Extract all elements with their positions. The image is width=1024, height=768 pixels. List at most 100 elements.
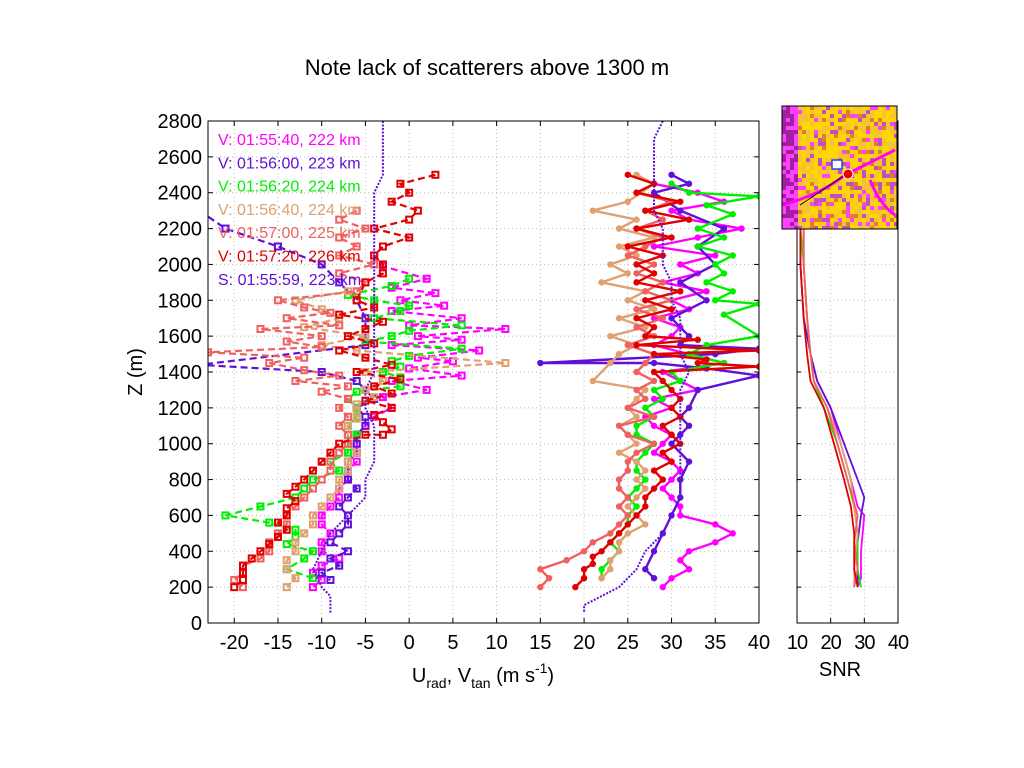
inset-pixel <box>830 226 834 229</box>
inset-pixel <box>842 162 846 166</box>
inset-pixel <box>802 222 806 226</box>
inset-pixel <box>858 106 862 110</box>
inset-pixel <box>874 170 878 174</box>
urad-marker <box>326 457 335 466</box>
inset-pixel <box>810 166 814 170</box>
inset-pixel <box>834 114 838 118</box>
inset-pixel <box>894 198 897 202</box>
inset-pixel <box>814 226 818 229</box>
inset-pixel <box>802 118 806 122</box>
inset-pixel <box>810 110 814 114</box>
vtan-marker <box>703 279 710 286</box>
inset-pixel <box>886 114 890 118</box>
inset-pixel <box>890 158 894 162</box>
inset-pixel <box>798 146 802 150</box>
urad-marker <box>326 502 335 511</box>
urad-marker <box>387 403 396 412</box>
inset-pixel <box>870 114 874 118</box>
inset-pixel <box>782 150 786 154</box>
inset-pixel <box>890 138 894 142</box>
inset-pixel <box>834 138 838 142</box>
inset-pixel <box>874 138 878 142</box>
inset-pixel <box>818 222 822 226</box>
inset-pixel <box>818 122 822 126</box>
urad-marker <box>247 554 256 563</box>
inset-pixel <box>854 170 858 174</box>
inset-pixel <box>858 126 862 130</box>
x-label-sup: -1 <box>535 660 548 676</box>
y-tick-label: 0 <box>191 613 202 635</box>
inset-pixel <box>866 130 870 134</box>
inset-pixel <box>894 110 897 114</box>
x-tick-label: 20 <box>573 632 595 654</box>
inset-pixel <box>794 122 798 126</box>
inset-pixel <box>826 118 830 122</box>
inset-pixel <box>834 118 838 122</box>
inset-pixel <box>870 130 874 134</box>
inset-pixel <box>802 182 806 186</box>
vtan-marker <box>537 359 544 367</box>
inset-pixel <box>790 198 794 202</box>
inset-pixel <box>858 142 862 146</box>
vtan-marker <box>650 350 658 358</box>
urad-marker <box>317 538 326 547</box>
inset-pixel <box>834 182 838 186</box>
urad-marker <box>370 296 379 305</box>
urad-marker <box>378 418 387 427</box>
inset-pixel <box>838 186 842 190</box>
inset-pixel <box>790 142 794 146</box>
vtan-marker <box>615 315 623 322</box>
inset-pixel <box>798 130 802 134</box>
urad-marker <box>352 206 361 215</box>
inset-pixel <box>822 110 826 114</box>
inset-pixel <box>798 178 802 182</box>
vtan-marker <box>633 494 640 501</box>
inset-pixel <box>794 138 798 142</box>
inset-pixel <box>854 182 858 186</box>
urad-marker <box>352 376 361 385</box>
inset-pixel <box>802 162 806 166</box>
inset-pixel <box>782 106 786 110</box>
inset-pixel <box>854 126 858 130</box>
inset-pixel <box>834 154 838 158</box>
vtan-marker <box>624 530 632 537</box>
inset-pixel <box>874 206 878 210</box>
inset-pixel <box>810 222 814 226</box>
inset-pixel <box>826 130 830 134</box>
inset-pixel <box>818 106 822 110</box>
inset-pixel <box>886 190 890 194</box>
vtan-marker <box>598 574 605 582</box>
inset-pixel <box>782 222 786 226</box>
inset-pixel <box>798 202 802 206</box>
inset-pixel <box>802 150 806 154</box>
inset-pixel <box>794 214 798 218</box>
inset-pixel <box>790 214 794 218</box>
vtan-marker <box>685 180 693 187</box>
vtan-marker <box>624 467 632 474</box>
inset-pixel <box>882 138 886 142</box>
inset-pixel <box>842 106 846 110</box>
inset-pixel <box>786 110 790 114</box>
inset-pixel <box>810 162 814 166</box>
inset-pixel <box>782 190 786 194</box>
inset-pixel <box>894 206 897 210</box>
vtan-marker <box>668 171 675 178</box>
urad-marker <box>335 251 344 260</box>
inset-pixel <box>842 178 846 182</box>
inset-pixel <box>838 170 842 174</box>
inset-pixel <box>858 174 862 178</box>
inset-pixel <box>786 158 790 162</box>
urad-marker <box>308 574 317 583</box>
inset-pixel <box>830 154 834 158</box>
x-label-tan: tan <box>471 675 490 691</box>
inset-pixel <box>826 158 830 162</box>
inset-pixel <box>890 166 894 170</box>
urad-marker <box>378 376 387 385</box>
inset-pixel <box>782 186 786 190</box>
vtan-marker <box>624 404 632 412</box>
urad-marker <box>457 344 466 353</box>
inset-pixel <box>810 210 814 214</box>
urad-marker <box>291 547 300 556</box>
inset-pixel <box>806 138 810 142</box>
inset-pixel <box>826 114 830 118</box>
